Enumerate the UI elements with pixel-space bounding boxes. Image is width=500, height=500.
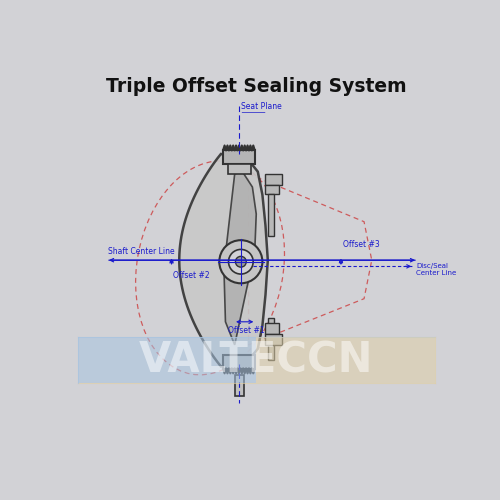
Text: Offset #2: Offset #2 bbox=[173, 271, 210, 280]
FancyBboxPatch shape bbox=[223, 355, 254, 369]
Circle shape bbox=[236, 256, 246, 267]
FancyBboxPatch shape bbox=[234, 375, 244, 396]
Text: Shaft Center Line: Shaft Center Line bbox=[108, 248, 174, 256]
FancyBboxPatch shape bbox=[266, 174, 282, 184]
FancyBboxPatch shape bbox=[266, 184, 280, 194]
FancyBboxPatch shape bbox=[223, 150, 254, 164]
Text: Offset #1: Offset #1 bbox=[228, 326, 264, 336]
FancyBboxPatch shape bbox=[268, 318, 274, 360]
Text: Offset #3: Offset #3 bbox=[344, 240, 380, 250]
Polygon shape bbox=[180, 154, 268, 366]
FancyBboxPatch shape bbox=[266, 334, 282, 345]
Circle shape bbox=[228, 250, 253, 274]
FancyBboxPatch shape bbox=[78, 337, 256, 384]
Text: Disc/Seal
Center Line: Disc/Seal Center Line bbox=[416, 264, 457, 276]
Text: VALTECCN: VALTECCN bbox=[139, 340, 374, 382]
FancyBboxPatch shape bbox=[228, 164, 251, 174]
FancyBboxPatch shape bbox=[256, 337, 435, 384]
Text: Seat Plane: Seat Plane bbox=[241, 102, 282, 111]
Text: Triple Offset Sealing System: Triple Offset Sealing System bbox=[106, 77, 406, 96]
Polygon shape bbox=[224, 172, 256, 345]
Circle shape bbox=[220, 240, 262, 284]
FancyBboxPatch shape bbox=[268, 194, 274, 236]
FancyBboxPatch shape bbox=[266, 324, 280, 334]
